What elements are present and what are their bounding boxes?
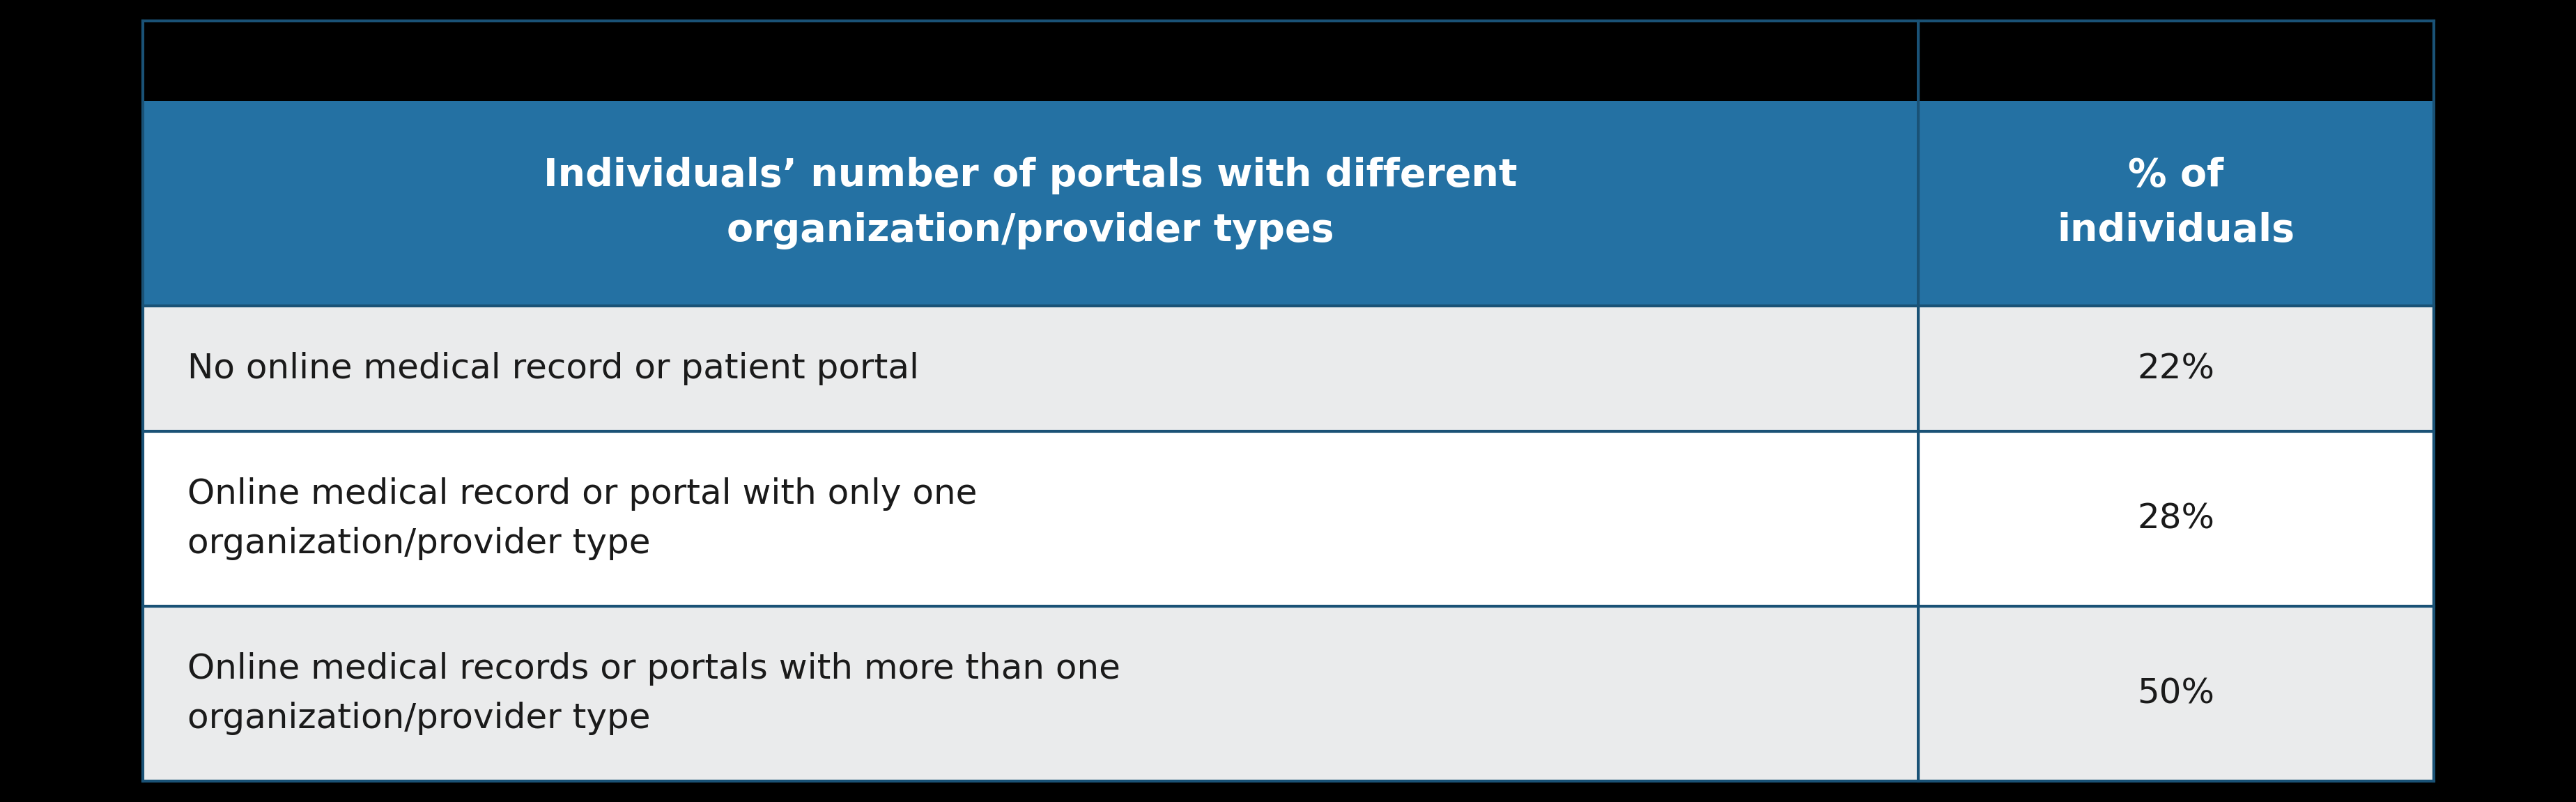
Text: Individuals’ number of portals with different
organization/provider types: Individuals’ number of portals with diff… xyxy=(544,157,1517,249)
Text: Online medical records or portals with more than one
organization/provider type: Online medical records or portals with m… xyxy=(188,652,1121,735)
Bar xyxy=(1919,431,2434,606)
Text: % of
individuals: % of individuals xyxy=(2056,157,2295,249)
Text: 28%: 28% xyxy=(2138,502,2215,536)
Text: Online medical record or portal with only one
organization/provider type: Online medical record or portal with onl… xyxy=(188,477,976,561)
Bar xyxy=(142,306,1919,431)
Bar xyxy=(142,431,1919,606)
Text: 50%: 50% xyxy=(2138,677,2215,711)
Bar xyxy=(1919,101,2434,306)
Bar xyxy=(142,606,1919,781)
Bar xyxy=(142,101,1919,306)
Bar xyxy=(1919,606,2434,781)
Text: No online medical record or patient portal: No online medical record or patient port… xyxy=(188,352,920,386)
Text: 22%: 22% xyxy=(2138,352,2215,386)
Bar xyxy=(1919,306,2434,431)
